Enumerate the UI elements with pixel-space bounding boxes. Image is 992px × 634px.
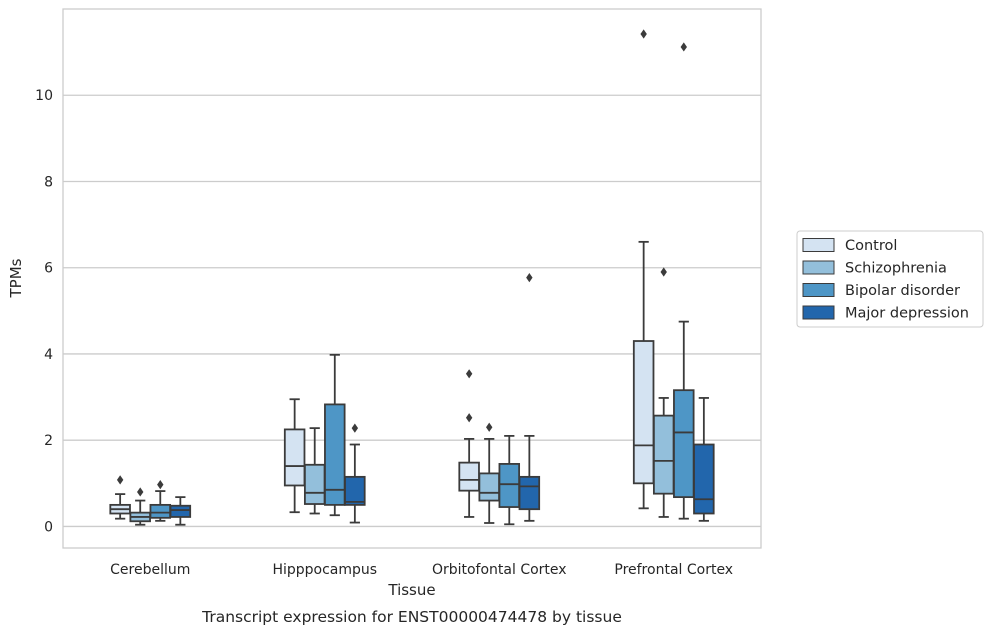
legend: Control Schizophrenia Bipolar disorder Majo… xyxy=(796,230,984,328)
outlier-point xyxy=(526,273,533,283)
box-major-depression-2 xyxy=(518,273,541,522)
box-bipolar-disorder-0 xyxy=(149,480,172,522)
outlier-point xyxy=(351,423,359,433)
box-body xyxy=(693,443,715,515)
legend-items: Control Schizophrenia Bipolar disorder Majo… xyxy=(802,238,969,322)
x-tick-label: Orbitofontal Cortex xyxy=(432,562,567,578)
box-major-depression-3 xyxy=(693,397,715,522)
box-schizophrenia-3 xyxy=(652,267,675,518)
box-bipolar-disorder-2 xyxy=(498,434,521,526)
box-body xyxy=(283,428,306,487)
box-body xyxy=(324,403,346,506)
box-control-3 xyxy=(632,29,655,510)
legend-item: Bipolar disorder xyxy=(802,283,960,299)
x-axis-ticks: Cerebellum Hipppocampus Orbitofontal Corte… xyxy=(110,562,733,578)
legend-label: Major depression xyxy=(845,306,969,322)
grid-lines xyxy=(63,94,761,528)
box-control-1 xyxy=(283,398,306,514)
legend-frame xyxy=(796,230,984,328)
plot-area-frame xyxy=(62,8,762,549)
outlier-point xyxy=(116,475,124,485)
box-body xyxy=(478,472,500,502)
boxes-layer xyxy=(109,29,715,526)
outlier-point xyxy=(486,422,493,432)
box-body xyxy=(149,503,172,519)
box-body xyxy=(632,340,655,485)
y-tick-label: 4 xyxy=(44,347,53,363)
legend-swatch xyxy=(802,260,835,275)
outlier-point xyxy=(660,267,667,277)
box-bipolar-disorder-3 xyxy=(673,42,695,520)
x-axis-label: Tissue xyxy=(387,581,435,599)
outlier-point xyxy=(465,413,473,423)
box-body xyxy=(344,475,366,506)
legend-item: Control xyxy=(802,238,897,254)
legend-swatch xyxy=(802,283,835,297)
box-body xyxy=(652,414,675,495)
outlier-point xyxy=(137,487,144,497)
y-tick-label: 0 xyxy=(44,519,53,535)
box-schizophrenia-0 xyxy=(129,487,151,526)
box-body xyxy=(303,463,326,505)
box-schizophrenia-2 xyxy=(478,422,500,524)
outlier-point xyxy=(640,29,647,39)
outlier-point xyxy=(465,369,473,379)
box-control-2 xyxy=(458,369,480,518)
y-tick-label: 2 xyxy=(44,433,53,449)
box-bipolar-disorder-1 xyxy=(324,353,346,517)
box-control-0 xyxy=(109,475,131,520)
x-tick-label: Prefrontal Cortex xyxy=(614,562,733,578)
legend-swatch xyxy=(802,238,835,252)
box-body xyxy=(169,504,192,518)
legend-label: Control xyxy=(845,238,897,254)
y-tick-label: 8 xyxy=(44,174,53,190)
box-body xyxy=(458,461,480,492)
y-tick-label: 10 xyxy=(35,88,53,104)
box-body xyxy=(673,389,695,499)
legend-item: Major depression xyxy=(802,305,969,322)
y-axis-label: TPMs xyxy=(7,258,25,298)
box-major-depression-0 xyxy=(169,496,192,526)
legend-label: Schizophrenia xyxy=(845,261,947,277)
y-tick-label: 6 xyxy=(44,261,53,277)
y-axis-ticks: 0 2 4 6 8 10 xyxy=(35,88,53,535)
x-tick-label: Hipppocampus xyxy=(272,562,377,578)
x-tick-label: Cerebellum xyxy=(110,562,190,578)
outlier-point xyxy=(157,480,164,490)
outlier-point xyxy=(680,42,687,52)
legend-label: Bipolar disorder xyxy=(845,283,960,299)
chart-caption: Transcript expression for ENST0000047447… xyxy=(201,608,622,626)
box-major-depression-1 xyxy=(344,423,366,524)
legend-item: Schizophrenia xyxy=(802,260,947,277)
legend-swatch xyxy=(802,305,835,320)
box-schizophrenia-1 xyxy=(303,427,326,515)
box-body xyxy=(498,463,521,508)
box-body xyxy=(518,475,541,511)
